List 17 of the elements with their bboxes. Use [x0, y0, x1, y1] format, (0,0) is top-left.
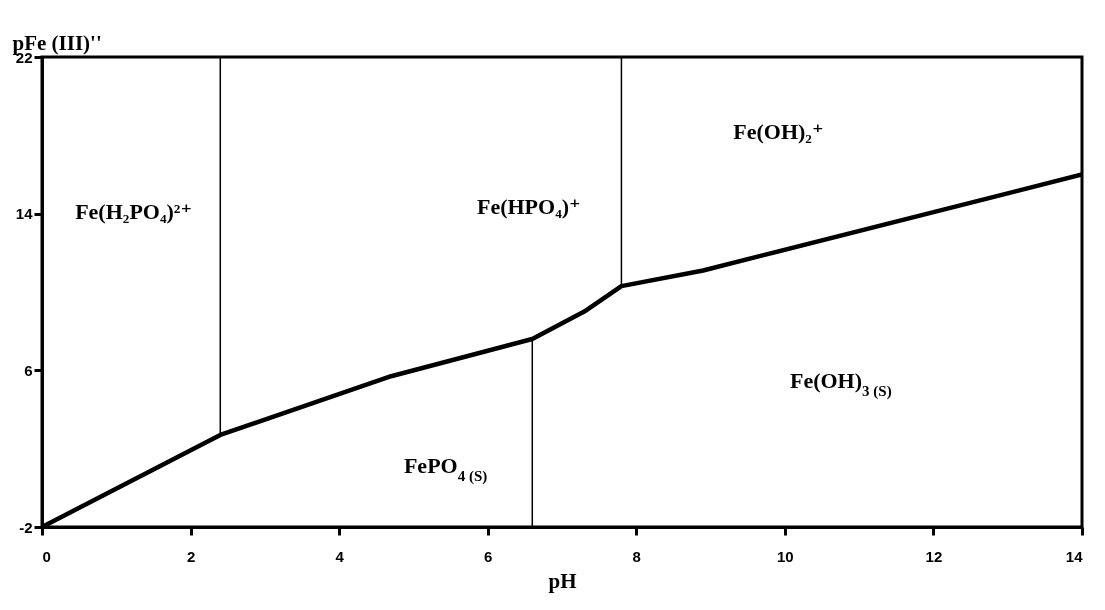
x-tick-label: 14 — [1065, 547, 1084, 565]
y-tick-label: -2 — [19, 518, 33, 536]
annotation: Fe(HPO₄)⁺ — [476, 194, 581, 220]
x-tick-label: 2 — [186, 547, 196, 565]
annotation: Fe(OH)₂⁺ — [733, 119, 824, 145]
y-tick-label: 6 — [24, 361, 33, 379]
annotation: Fe(OH)$_{3 (S)}$ — [789, 368, 892, 401]
x-tick-label: 12 — [925, 547, 943, 565]
y-tick-label: 14 — [15, 205, 34, 223]
annotation: Fe(H₂PO₄)²⁺ — [75, 199, 193, 225]
x-tick-label: 0 — [42, 547, 51, 565]
x-axis-title: pH — [548, 568, 577, 593]
x-tick-label: 10 — [777, 547, 794, 565]
annotation: FePO$_{4 (S)}$ — [403, 452, 488, 485]
x-tick-label: 4 — [335, 547, 345, 565]
x-tick-label: 6 — [484, 547, 493, 565]
x-tick-label: 8 — [632, 547, 641, 565]
